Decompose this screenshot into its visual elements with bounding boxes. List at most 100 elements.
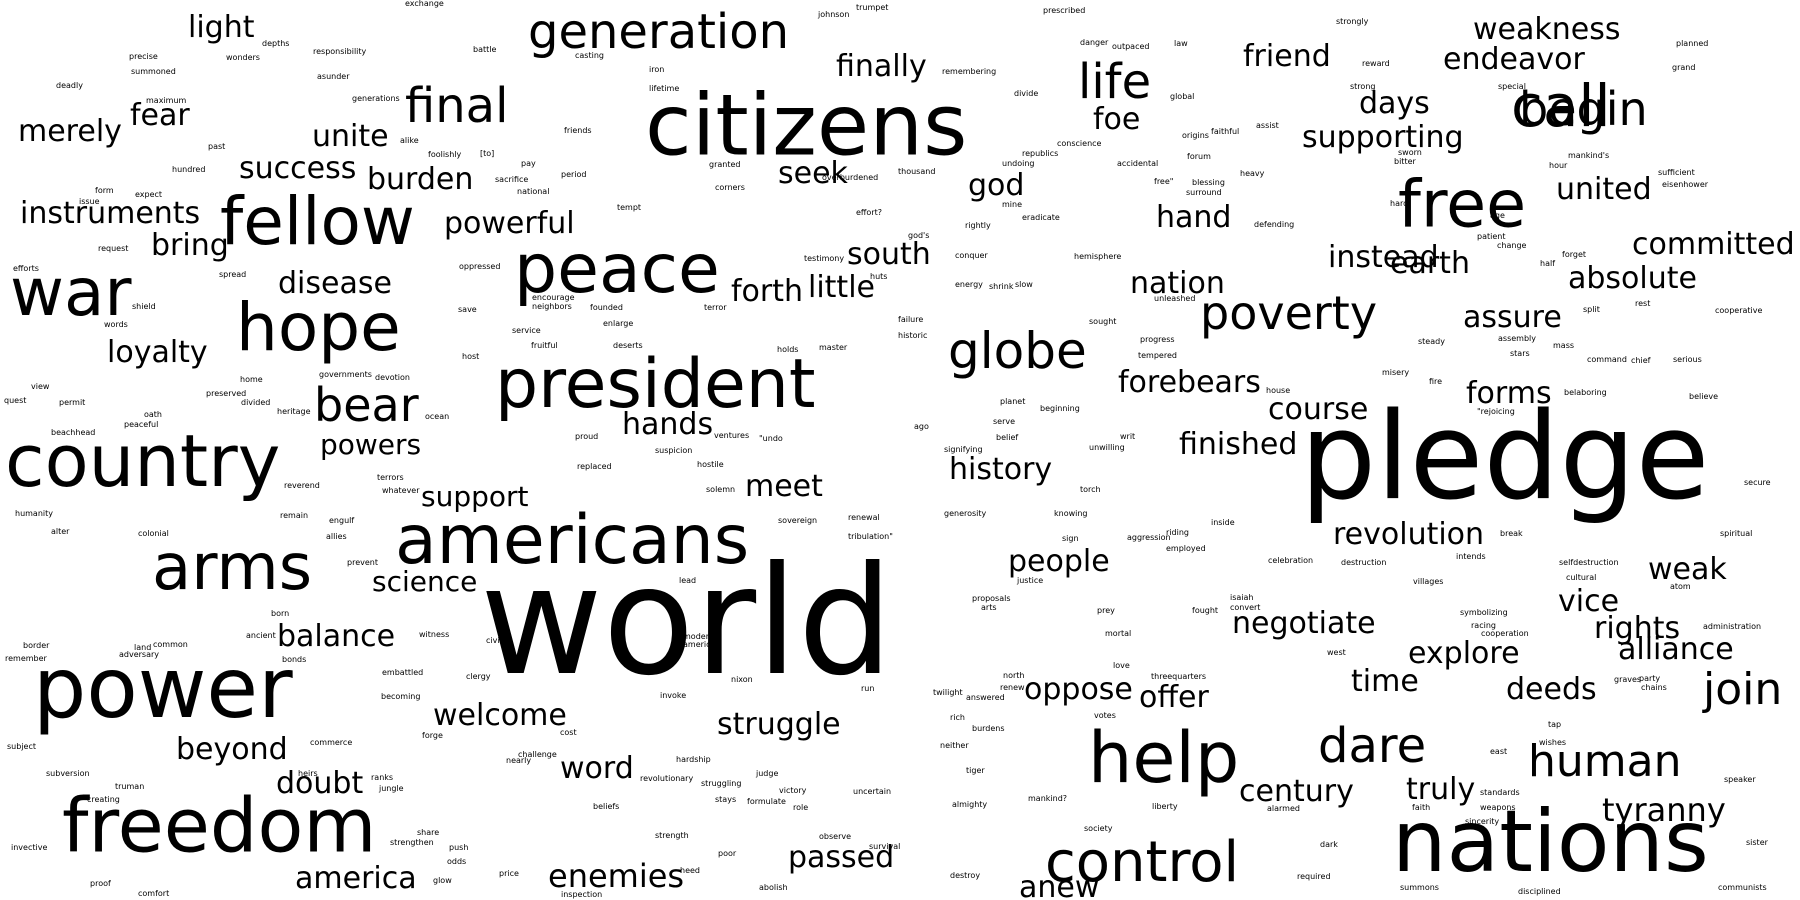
cloud-word: endeavor [1443,42,1585,77]
cloud-word: destruction [1341,558,1387,567]
cloud-word: casting [575,51,604,60]
cloud-word: hundred [172,165,206,174]
cloud-word: wishes [1539,738,1567,747]
cloud-word: "rejoicing [1477,407,1515,416]
cloud-word: seek [778,156,848,191]
cloud-word: granted [709,160,741,169]
cloud-word: enemies [548,857,685,895]
cloud-word: party [1639,674,1661,683]
cloud-word: anew [1019,870,1100,900]
cloud-word: sacrifice [495,175,529,184]
cloud-word: inside [1211,518,1235,527]
cloud-word: merely [18,114,122,149]
cloud-word: invoke [660,691,687,700]
cloud-word: command [1587,355,1627,364]
cloud-word: god's [908,231,930,240]
cloud-word: danger [1080,38,1109,47]
cloud-word: share [417,828,440,837]
cloud-word: course [1268,392,1369,427]
cloud-word: forth [731,274,804,309]
cloud-word: fellow [220,183,415,260]
cloud-word: request [98,244,129,253]
cloud-word: disease [278,266,392,301]
cloud-word: whatever [382,486,420,495]
cloud-word: sister [1746,838,1768,847]
cloud-word: odds [447,857,467,866]
cloud-word: friend [1243,39,1331,74]
cloud-word: holds [777,345,799,354]
cloud-word: human [1528,736,1682,787]
cloud-word: secure [1744,478,1771,487]
cloud-word: national [517,187,550,196]
cloud-word: ancient [246,631,276,640]
cloud-word: begin [1519,82,1648,136]
cloud-word: master [819,343,848,352]
cloud-word: revolutionary [640,774,694,783]
cloud-word: south [847,237,931,272]
cloud-word: eisenhower [1662,180,1709,189]
cloud-word: peace [514,230,720,309]
cloud-word: committed [1632,227,1795,262]
cloud-word: sincerity [1465,817,1500,826]
cloud-word: renewal [848,513,880,522]
cloud-word: united [1556,172,1652,207]
cloud-word: fire [1429,377,1443,386]
cloud-word: cooperation [1481,629,1529,638]
cloud-word: employed [1166,544,1206,553]
cloud-word: alliance [1618,632,1734,667]
cloud-word: god [968,168,1025,203]
cloud-word: spiritual [1720,529,1753,538]
cloud-word: proof [90,879,111,888]
cloud-word: terror [704,303,727,312]
cloud-word: born [271,609,290,618]
cloud-word: stars [1510,349,1530,358]
cloud-word: citizens [645,76,968,176]
cloud-word: commerce [310,738,353,747]
cloud-word: subversion [46,769,90,778]
cloud-word: century [1239,774,1354,809]
cloud-word: comfort [138,889,170,898]
cloud-word: fought [1192,606,1219,615]
cloud-word: spread [219,270,247,279]
cloud-word: arts [981,603,997,612]
cloud-word: formulate [747,797,786,806]
cloud-word: push [449,843,469,852]
cloud-word: shrink [989,282,1014,291]
cloud-word: administration [1703,622,1762,631]
cloud-word: rest [1635,299,1651,308]
cloud-word: faith [1412,803,1431,812]
cloud-word: tempered [1138,351,1177,360]
cloud-word: sought [1089,317,1117,326]
cloud-word: threequarters [1151,672,1207,681]
cloud-word: disciplined [1518,887,1561,896]
cloud-word: sign [1062,534,1079,543]
cloud-word: weakness [1473,12,1621,47]
cloud-word: asunder [317,72,350,81]
cloud-word: offer [1139,680,1209,715]
cloud-word: modern [683,632,714,641]
cloud-word: house [1266,386,1291,395]
cloud-word: huts [870,272,888,281]
cloud-word: shield [132,302,156,311]
cloud-word: life [1078,54,1152,110]
cloud-word: required [1297,872,1331,881]
cloud-word: "undo [759,434,783,443]
cloud-word: strength [655,831,689,840]
cloud-word: home [240,375,263,384]
cloud-word: battle [473,45,497,54]
cloud-word: governments [319,370,372,379]
cloud-word: fear [130,98,190,133]
cloud-word: forget [1562,250,1586,259]
cloud-word: friends [564,126,592,135]
cloud-word: responsibility [313,47,367,56]
cloud-word: colonial [138,529,169,538]
cloud-word: nearly [506,756,532,765]
cloud-word: mine [1002,200,1023,209]
cloud-word: negotiate [1232,606,1376,641]
cloud-word: villages [1413,577,1444,586]
cloud-word: meet [745,469,823,504]
cloud-word: powerful [444,206,575,241]
cloud-word: globe [948,322,1087,380]
cloud-word: thousand [898,167,936,176]
